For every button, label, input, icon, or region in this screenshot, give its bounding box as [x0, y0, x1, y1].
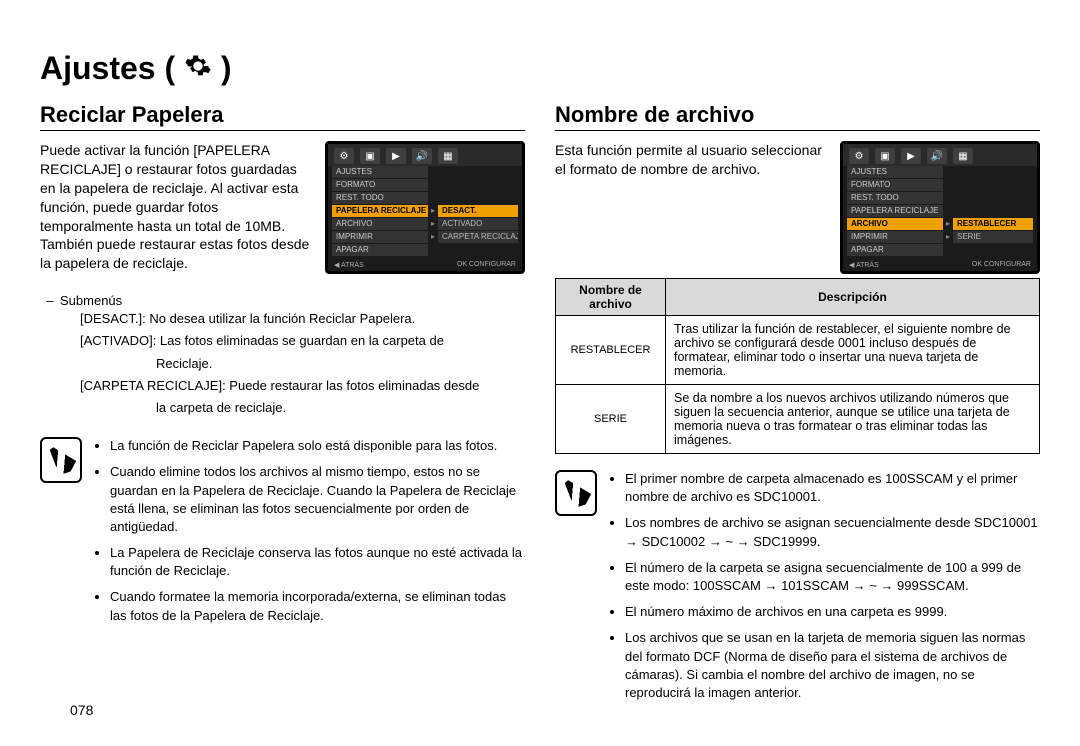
th-name: Nombre de archivo: [556, 279, 666, 316]
chevron-right-icon: ▸: [428, 220, 438, 228]
submenu-item: [DESACT.]: No desea utilizar la función …: [80, 310, 479, 328]
info-item: El primer nombre de carpeta almacenado e…: [625, 470, 1040, 506]
th-desc: Descripción: [666, 279, 1040, 316]
submenu-label: DESACT.: [438, 205, 518, 217]
right-info-box: El primer nombre de carpeta almacenado e…: [555, 470, 1040, 710]
table-row: SERIESe da nombre a los nuevos archivos …: [556, 385, 1040, 454]
info-item: Los nombres de archivo se asignan secuen…: [625, 514, 1040, 550]
menu-row: ARCHIVO▸ACTIVADO: [332, 218, 518, 230]
menu-label: ARCHIVO: [847, 218, 943, 230]
right-column: Nombre de archivo Esta función permite a…: [555, 102, 1040, 710]
menu-label: REST. TODO: [847, 192, 943, 204]
note-icon: [40, 437, 82, 483]
page-title: Ajustes ( ): [40, 50, 1040, 88]
info-item: La función de Reciclar Papelera solo est…: [110, 437, 525, 455]
menu-label: REST. TODO: [332, 192, 428, 204]
chevron-right-icon: ▸: [428, 207, 438, 215]
right-camera-screen: ⚙ ▣ ▶ 🔊 ▦ AJUSTESFORMATOREST. TODOPAPELE…: [840, 141, 1040, 274]
menu-row: PAPELERA RECICLAJE: [847, 205, 1033, 217]
title-text: Ajustes: [40, 50, 156, 86]
chevron-right-icon: ▸: [943, 233, 953, 241]
chevron-right-icon: ▸: [428, 233, 438, 241]
menu-row: ARCHIVO▸RESTABLECER: [847, 218, 1033, 230]
info-item: Cuando elimine todos los archivos al mis…: [110, 463, 525, 536]
menu-row: IMPRIMIR▸CARPETA RECICLAJE: [332, 231, 518, 243]
right-heading: Nombre de archivo: [555, 102, 1040, 131]
menu-row: PAPELERA RECICLAJE▸DESACT.: [332, 205, 518, 217]
menu-row: AJUSTES: [847, 166, 1033, 178]
cell-name: SERIE: [556, 385, 666, 454]
right-intro: Esta función permite al usuario seleccio…: [555, 141, 828, 179]
submenu-item-cont: la carpeta de reciclaje.: [156, 399, 479, 417]
filename-table: Nombre de archivo Descripción RESTABLECE…: [555, 278, 1040, 454]
gear-icon: ⚙: [334, 148, 354, 164]
menu-label: AJUSTES: [332, 166, 428, 178]
menu-label: FORMATO: [332, 179, 428, 191]
camera-icon: ▣: [360, 148, 380, 164]
left-column: Reciclar Papelera Puede activar la funci…: [40, 102, 525, 710]
gear-icon: [184, 51, 212, 88]
display-icon: ▦: [438, 148, 458, 164]
menu-label: IMPRIMIR: [332, 231, 428, 243]
menu-row: IMPRIMIR▸SERIE: [847, 231, 1033, 243]
sound-icon: 🔊: [412, 148, 432, 164]
footer-back: ◀ ATRÁS: [334, 261, 364, 269]
chevron-right-icon: ▸: [943, 220, 953, 228]
submenu-item: [ACTIVADO]: Las fotos eliminadas se guar…: [80, 332, 479, 350]
footer-back: ◀ ATRÁS: [849, 261, 879, 269]
info-item: Cuando formatee la memoria incorporada/e…: [110, 588, 525, 624]
menu-label: IMPRIMIR: [847, 231, 943, 243]
submenus-block: – Submenús [DESACT.]: No desea utilizar …: [40, 292, 525, 421]
menu-row: REST. TODO: [847, 192, 1033, 204]
menu-row: APAGAR: [847, 244, 1033, 256]
info-item: El número máximo de archivos en una carp…: [625, 603, 1040, 621]
menu-label: ARCHIVO: [332, 218, 428, 230]
menu-label: APAGAR: [847, 244, 943, 256]
info-item: Los archivos que se usan en la tarjeta d…: [625, 629, 1040, 702]
cell-desc: Se da nombre a los nuevos archivos utili…: [666, 385, 1040, 454]
submenu-item: [CARPETA RECICLAJE]: Puede restaurar las…: [80, 377, 479, 395]
menu-label: AJUSTES: [847, 166, 943, 178]
menu-label: APAGAR: [332, 244, 428, 256]
note-icon: [555, 470, 597, 516]
menu-row: FORMATO: [847, 179, 1033, 191]
submenu-label: CARPETA RECICLAJE: [438, 231, 518, 243]
left-heading: Reciclar Papelera: [40, 102, 525, 131]
left-camera-screen: ⚙ ▣ ▶ 🔊 ▦ AJUSTESFORMATOREST. TODOPAPELE…: [325, 141, 525, 274]
submenu-label: ACTIVADO: [438, 218, 518, 230]
submenu-label: SERIE: [953, 231, 1033, 243]
table-row: RESTABLECERTras utilizar la función de r…: [556, 316, 1040, 385]
menu-label: PAPELERA RECICLAJE: [332, 205, 428, 217]
info-item: La Papelera de Reciclaje conserva las fo…: [110, 544, 525, 580]
menu-row: FORMATO: [332, 179, 518, 191]
play-icon: ▶: [901, 148, 921, 164]
sound-icon: 🔊: [927, 148, 947, 164]
close-paren: ): [221, 50, 232, 86]
camera-icon: ▣: [875, 148, 895, 164]
play-icon: ▶: [386, 148, 406, 164]
cell-desc: Tras utilizar la función de restablecer,…: [666, 316, 1040, 385]
left-intro: Puede activar la función [PAPELERA RECIC…: [40, 141, 313, 273]
page-number: 078: [70, 702, 93, 718]
submenu-item-cont: Reciclaje.: [156, 355, 479, 373]
menu-label: PAPELERA RECICLAJE: [847, 205, 943, 217]
left-info-box: La función de Reciclar Papelera solo est…: [40, 437, 525, 633]
menu-row: AJUSTES: [332, 166, 518, 178]
menu-label: FORMATO: [847, 179, 943, 191]
cell-name: RESTABLECER: [556, 316, 666, 385]
gear-icon: ⚙: [849, 148, 869, 164]
menu-row: APAGAR: [332, 244, 518, 256]
footer-ok: OK CONFIGURAR: [972, 261, 1031, 269]
info-item: El número de la carpeta se asigna secuen…: [625, 559, 1040, 595]
submenu-label: RESTABLECER: [953, 218, 1033, 230]
submenus-label: Submenús: [60, 293, 122, 308]
open-paren: (: [164, 50, 184, 86]
footer-ok: OK CONFIGURAR: [457, 261, 516, 269]
display-icon: ▦: [953, 148, 973, 164]
menu-row: REST. TODO: [332, 192, 518, 204]
